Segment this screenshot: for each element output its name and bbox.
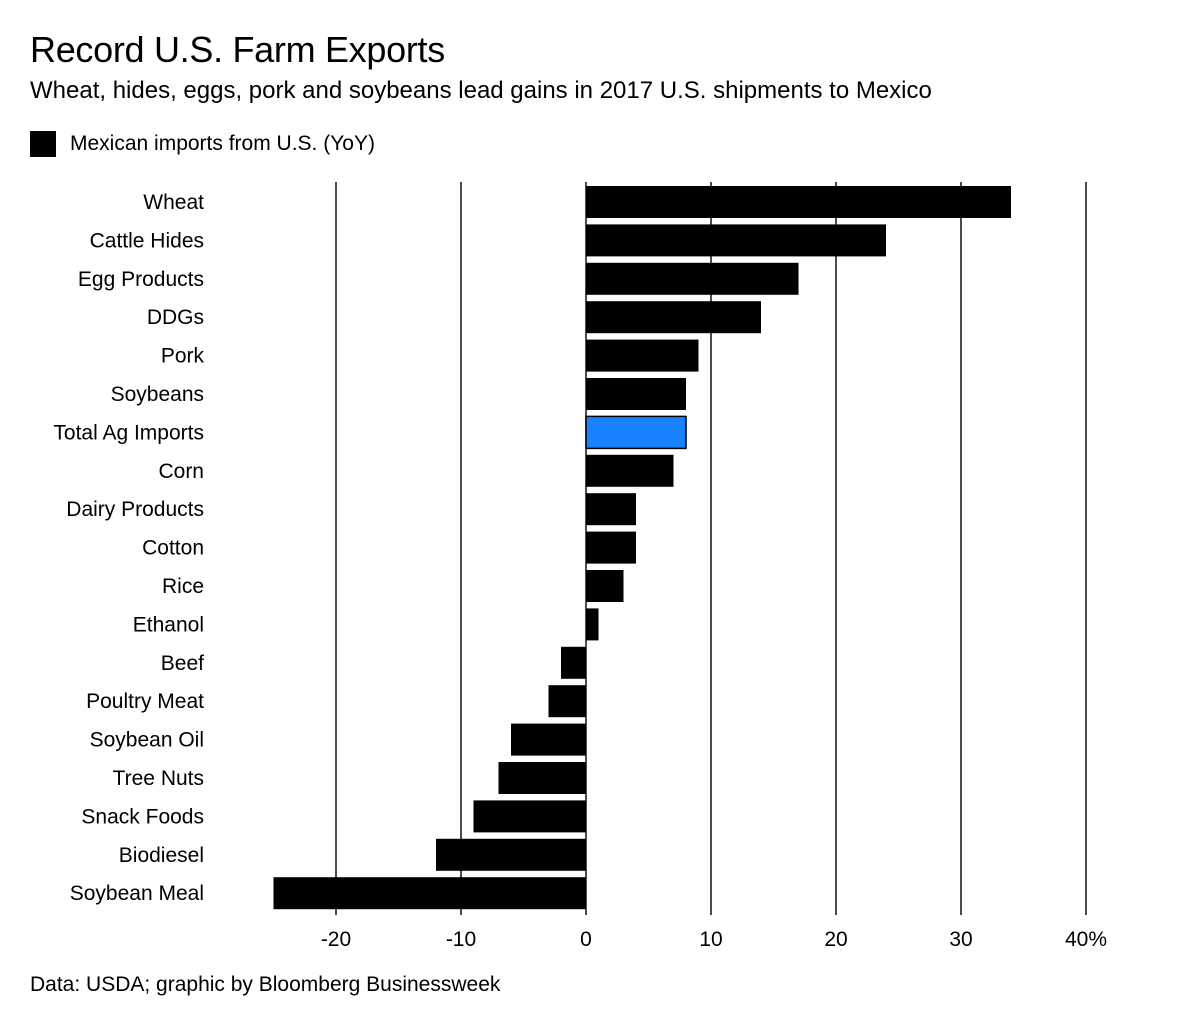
- category-label: Cattle Hides: [90, 229, 204, 252]
- category-label: Egg Products: [78, 268, 204, 291]
- x-tick-label: 20: [824, 928, 847, 951]
- bar-poultry-meat: [548, 685, 586, 718]
- bar-pork: [586, 339, 699, 372]
- bar-ethanol: [586, 608, 599, 641]
- bar-biodiesel: [436, 838, 586, 871]
- category-label: Tree Nuts: [113, 767, 204, 790]
- category-label: Corn: [158, 460, 204, 483]
- bar-tree-nuts: [498, 762, 586, 794]
- bars: [273, 186, 1011, 910]
- bar-soybeans: [586, 378, 686, 410]
- category-label: Poultry Meat: [86, 690, 204, 713]
- bar-soybean-oil: [511, 723, 586, 756]
- bar-snack-foods: [473, 800, 586, 833]
- bar-cattle-hides: [586, 224, 886, 257]
- category-label: DDGs: [147, 306, 204, 329]
- category-label: Biodiesel: [119, 844, 204, 867]
- x-tick-label: 10: [699, 928, 722, 951]
- bar-dairy-products: [586, 493, 636, 526]
- x-tick-label: -10: [446, 928, 476, 951]
- bar-wheat: [586, 186, 1011, 218]
- bar-total-ag-imports: [585, 415, 687, 450]
- legend-label: Mexican imports from U.S. (YoY): [70, 132, 375, 155]
- x-tick-labels: -20 -10 0 10 20 30 40%: [321, 928, 1107, 951]
- category-label: Ethanol: [133, 613, 204, 636]
- category-label: Rice: [162, 575, 204, 598]
- bar-corn: [586, 454, 674, 487]
- category-labels: Wheat Cattle Hides Egg Products DDGs Pork Soy…: [53, 191, 204, 905]
- x-tick-label: 30: [949, 928, 972, 951]
- bar-egg-products: [586, 262, 799, 295]
- bar-beef: [561, 646, 586, 679]
- bar-soybean-meal: [273, 877, 586, 910]
- category-label: Soybeans: [111, 383, 204, 406]
- bar-cotton: [586, 531, 636, 564]
- bar-ddgs: [586, 301, 761, 334]
- x-tick-label: 0: [580, 928, 592, 951]
- chart-title: Record U.S. Farm Exports: [30, 29, 445, 70]
- category-label: Total Ag Imports: [53, 421, 204, 444]
- category-label: Cotton: [142, 537, 204, 560]
- legend: Mexican imports from U.S. (YoY): [30, 128, 375, 160]
- legend-swatch: [30, 131, 56, 157]
- category-label: Dairy Products: [66, 498, 204, 521]
- category-label: Beef: [161, 652, 204, 675]
- category-label: Soybean Meal: [70, 882, 204, 905]
- source-note: Data: USDA; graphic by Bloomberg Busines…: [30, 973, 501, 996]
- x-tick-label: 40%: [1065, 928, 1107, 951]
- bar-rice: [586, 570, 624, 602]
- chart-subtitle: Wheat, hides, eggs, pork and soybeans le…: [30, 77, 932, 104]
- category-label: Snack Foods: [81, 805, 204, 828]
- category-label: Pork: [161, 345, 205, 368]
- category-label: Soybean Oil: [90, 729, 204, 752]
- category-label: Wheat: [143, 191, 204, 214]
- x-tick-label: -20: [321, 928, 351, 951]
